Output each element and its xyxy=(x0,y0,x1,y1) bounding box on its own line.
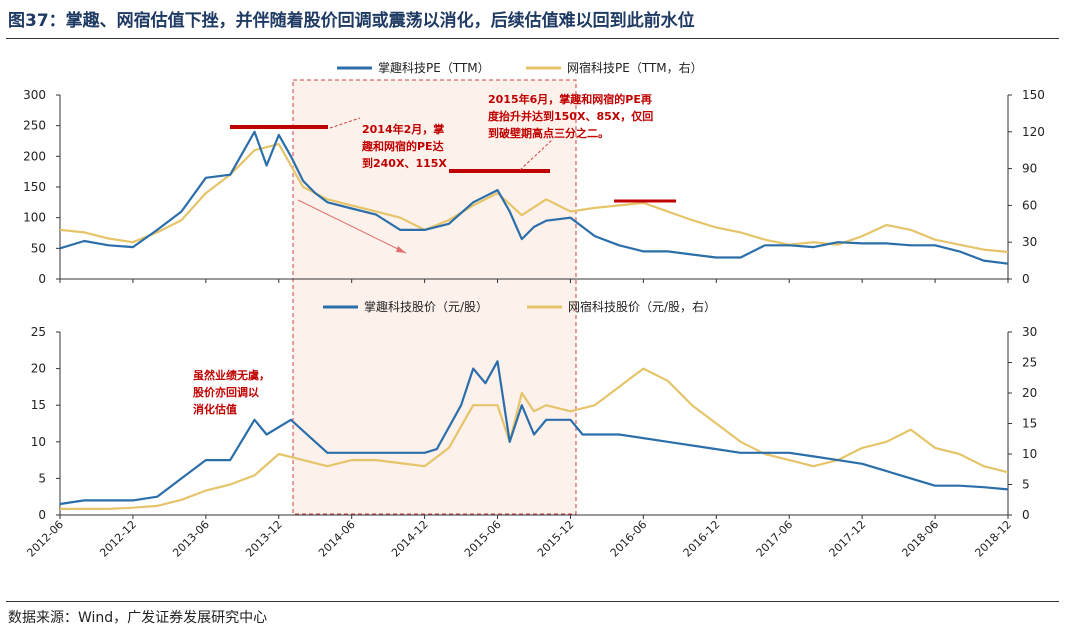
pe-series-wangsu xyxy=(59,143,1009,254)
x-tick-label: 2012-06 xyxy=(24,518,66,560)
x-tick-label: 2013-12 xyxy=(243,518,285,560)
pe-left-tick-label: 0 xyxy=(38,272,46,286)
annotation-2015-line1: 2015年6月，掌趣和网宿的PE再 xyxy=(488,92,652,106)
x-tick-label: 2015-12 xyxy=(535,518,577,560)
annotation-price-line1: 虽然业绩无虞， xyxy=(193,368,270,382)
annotation-2015-line3: 到破壁期高点三分之二。 xyxy=(488,126,609,140)
price-left-tick-label: 10 xyxy=(31,435,46,449)
price-right-tick-label: 10 xyxy=(1022,447,1037,461)
x-tick-label: 2015-06 xyxy=(462,518,504,560)
x-tick-label: 2013-06 xyxy=(170,518,212,560)
annotation-price: 虽然业绩无虞， 股价亦回调以 消化估值 xyxy=(193,368,270,416)
legend-label-gold-price: 网宿科技股价（元/股，右） xyxy=(568,299,716,314)
x-tick-label: 2018-06 xyxy=(900,518,942,560)
pe-right-tick-label: 90 xyxy=(1022,162,1037,176)
price-series-zhangqu xyxy=(59,360,1009,506)
annotation-2014-line1: 2014年2月，掌 xyxy=(362,122,444,136)
pe-lines xyxy=(59,130,1009,265)
x-tick-label: 2016-06 xyxy=(608,518,650,560)
pe-left-tick-label: 50 xyxy=(31,241,46,255)
price-lines xyxy=(59,360,1009,510)
price-legend: 掌趣科技股价（元/股） 网宿科技股价（元/股，右） xyxy=(323,299,716,314)
annotation-arrow-1 xyxy=(329,117,361,129)
legend-label-gold-pe: 网宿科技PE（TTM，右） xyxy=(567,60,703,75)
source-note: 数据来源：Wind，广发证券发展研究中心 xyxy=(8,610,268,626)
annotation-2014-line3: 到240X、115X xyxy=(362,156,447,170)
price-left-tick-label: 20 xyxy=(31,362,46,376)
annotation-price-line2: 股价亦回调以 xyxy=(193,385,259,399)
price-left-tick-label: 15 xyxy=(31,398,46,412)
x-tick-label: 2017-12 xyxy=(827,518,869,560)
annotation-arrow-2 xyxy=(519,139,553,171)
pe-left-tick-label: 250 xyxy=(23,119,46,133)
pe-axes: 0 50 100 150 200 250 300 0 30 60 90 120 150 xyxy=(23,88,1045,286)
price-right-tick-label: 15 xyxy=(1022,417,1037,431)
chart-title: 图37：掌趣、网宿估值下挫，并伴随着股价回调或震荡以消化，后续估值难以回到此前水… xyxy=(8,11,695,31)
price-right-tick-label: 5 xyxy=(1022,478,1030,492)
price-left-tick-label: 25 xyxy=(31,325,46,339)
price-right-tick-label: 20 xyxy=(1022,386,1037,400)
highlight-region xyxy=(292,79,577,515)
pe-right-tick-label: 0 xyxy=(1022,272,1030,286)
annotation-arrow-3 xyxy=(297,199,407,254)
title-rule xyxy=(6,38,1059,39)
pe-right-tick-label: 60 xyxy=(1022,198,1037,212)
x-tick-label: 2014-12 xyxy=(389,518,431,560)
price-left-tick-label: 0 xyxy=(38,508,46,522)
annotation-2014-line2: 趣和网宿的PE达 xyxy=(361,139,444,153)
pe-left-tick-label: 100 xyxy=(23,211,46,225)
footer-rule xyxy=(6,601,1059,602)
annotation-arrowhead-3 xyxy=(396,246,406,253)
x-tick-label: 2014-06 xyxy=(316,518,358,560)
pe-legend: 掌趣科技PE（TTM） 网宿科技PE（TTM，右） xyxy=(337,60,703,75)
price-right-tick-label: 30 xyxy=(1022,325,1037,339)
pe-right-tick-label: 150 xyxy=(1022,88,1045,102)
pe-left-tick-label: 150 xyxy=(23,180,46,194)
pe-right-tick-label: 30 xyxy=(1022,235,1037,249)
pe-right-tick-label: 120 xyxy=(1022,125,1045,139)
price-axes: 0 5 10 15 20 25 0 5 10 15 20 25 30 xyxy=(31,325,1038,522)
pe-series-zhangqu xyxy=(59,130,1009,265)
legend-label-blue-pe: 掌趣科技PE（TTM） xyxy=(378,60,490,75)
annotation-2015: 2015年6月，掌趣和网宿的PE再 度抬升并达到150X、85X，仅回 到破壁期… xyxy=(488,92,653,140)
annotation-2014: 2014年2月，掌 趣和网宿的PE达 到240X、115X xyxy=(361,122,447,170)
pe-left-tick-label: 300 xyxy=(23,88,46,102)
pe-left-tick-label: 200 xyxy=(23,149,46,163)
annotation-2015-line2: 度抬升并达到150X、85X，仅回 xyxy=(488,109,653,123)
price-left-tick-label: 5 xyxy=(38,471,46,485)
price-right-tick-label: 0 xyxy=(1022,508,1030,522)
x-tick-label: 2017-06 xyxy=(754,518,796,560)
x-tick-label: 2012-12 xyxy=(97,518,139,560)
price-right-tick-label: 25 xyxy=(1022,356,1037,370)
x-tick-label: 2018-12 xyxy=(972,518,1014,560)
x-tick-label: 2016-12 xyxy=(681,518,723,560)
annotation-price-line3: 消化估值 xyxy=(193,402,237,416)
price-series-wangsu xyxy=(60,367,1009,510)
legend-label-blue-price: 掌趣科技股价（元/股） xyxy=(364,299,488,314)
